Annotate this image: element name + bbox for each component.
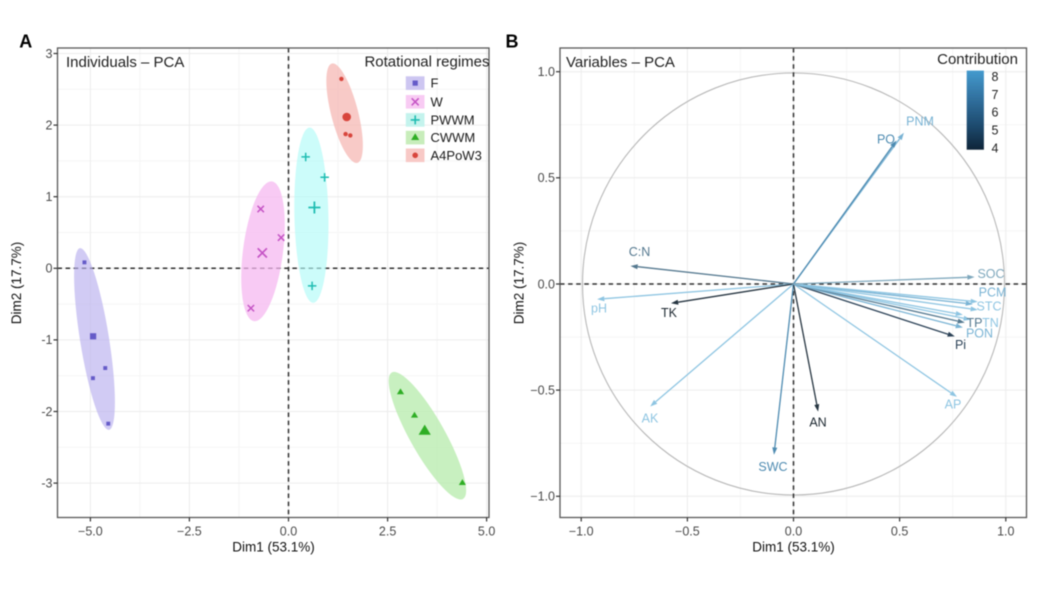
svg-text:W: W bbox=[431, 94, 444, 109]
svg-text:2.5: 2.5 bbox=[379, 525, 396, 539]
svg-text:PON: PON bbox=[966, 327, 993, 341]
svg-text:PNM: PNM bbox=[906, 115, 934, 129]
svg-text:STC: STC bbox=[977, 300, 1002, 314]
svg-text:0.0: 0.0 bbox=[785, 525, 802, 539]
svg-text:0: 0 bbox=[46, 262, 53, 276]
svg-text:Variables – PCA: Variables – PCA bbox=[566, 54, 675, 71]
svg-text:PO: PO bbox=[877, 133, 895, 147]
svg-text:pH: pH bbox=[591, 302, 607, 316]
svg-text:Dim1 (53.1%): Dim1 (53.1%) bbox=[232, 540, 315, 555]
svg-text:6: 6 bbox=[992, 106, 999, 120]
svg-text:-2: -2 bbox=[41, 405, 52, 419]
svg-text:−0.5: −0.5 bbox=[675, 525, 700, 539]
svg-text:AP: AP bbox=[945, 398, 962, 412]
svg-text:Contribution: Contribution bbox=[937, 51, 1018, 68]
svg-text:PCM: PCM bbox=[979, 286, 1007, 300]
svg-text:4: 4 bbox=[992, 141, 999, 155]
svg-text:5: 5 bbox=[992, 124, 999, 138]
svg-text:-3: -3 bbox=[41, 476, 52, 490]
svg-text:1.0: 1.0 bbox=[538, 65, 555, 79]
svg-text:CWWM: CWWM bbox=[431, 130, 476, 145]
svg-text:B: B bbox=[506, 32, 519, 52]
svg-text:Pi: Pi bbox=[955, 338, 966, 352]
svg-text:PWWM: PWWM bbox=[431, 113, 475, 128]
svg-text:8: 8 bbox=[992, 70, 999, 84]
svg-text:2: 2 bbox=[46, 118, 53, 132]
svg-text:Dim2 (17.7%): Dim2 (17.7%) bbox=[9, 242, 24, 325]
svg-text:−0.5: −0.5 bbox=[530, 383, 555, 397]
svg-text:0.0: 0.0 bbox=[538, 277, 555, 291]
svg-text:1.0: 1.0 bbox=[997, 525, 1014, 539]
svg-text:Individuals – PCA: Individuals – PCA bbox=[66, 54, 184, 71]
svg-text:A: A bbox=[19, 32, 32, 52]
svg-text:SOC: SOC bbox=[977, 267, 1004, 281]
svg-text:0.5: 0.5 bbox=[891, 525, 908, 539]
svg-text:0.5: 0.5 bbox=[538, 171, 555, 185]
svg-text:TN: TN bbox=[982, 316, 999, 330]
svg-text:0.0: 0.0 bbox=[280, 525, 297, 539]
svg-text:TK: TK bbox=[661, 306, 678, 320]
svg-text:1: 1 bbox=[46, 190, 53, 204]
svg-text:-1: -1 bbox=[41, 333, 52, 347]
svg-text:−5.0: −5.0 bbox=[78, 525, 103, 539]
svg-text:SWC: SWC bbox=[758, 460, 787, 474]
svg-text:TP: TP bbox=[967, 316, 983, 330]
svg-text:AK: AK bbox=[642, 412, 659, 426]
svg-text:3: 3 bbox=[46, 47, 53, 61]
svg-text:F: F bbox=[431, 76, 439, 91]
svg-text:−1.0: −1.0 bbox=[530, 490, 555, 504]
svg-text:Rotational regimes: Rotational regimes bbox=[364, 54, 489, 71]
svg-text:AN: AN bbox=[809, 416, 826, 430]
svg-text:A4PoW3: A4PoW3 bbox=[431, 148, 482, 163]
svg-text:5.0: 5.0 bbox=[478, 525, 495, 539]
svg-text:−2.5: −2.5 bbox=[177, 525, 202, 539]
svg-text:Dim1 (53.1%): Dim1 (53.1%) bbox=[752, 540, 835, 555]
svg-text:−1.0: −1.0 bbox=[569, 525, 594, 539]
svg-text:Dim2 (17.7%): Dim2 (17.7%) bbox=[512, 242, 527, 325]
svg-text:C:N: C:N bbox=[629, 245, 651, 259]
svg-text:7: 7 bbox=[992, 88, 999, 102]
